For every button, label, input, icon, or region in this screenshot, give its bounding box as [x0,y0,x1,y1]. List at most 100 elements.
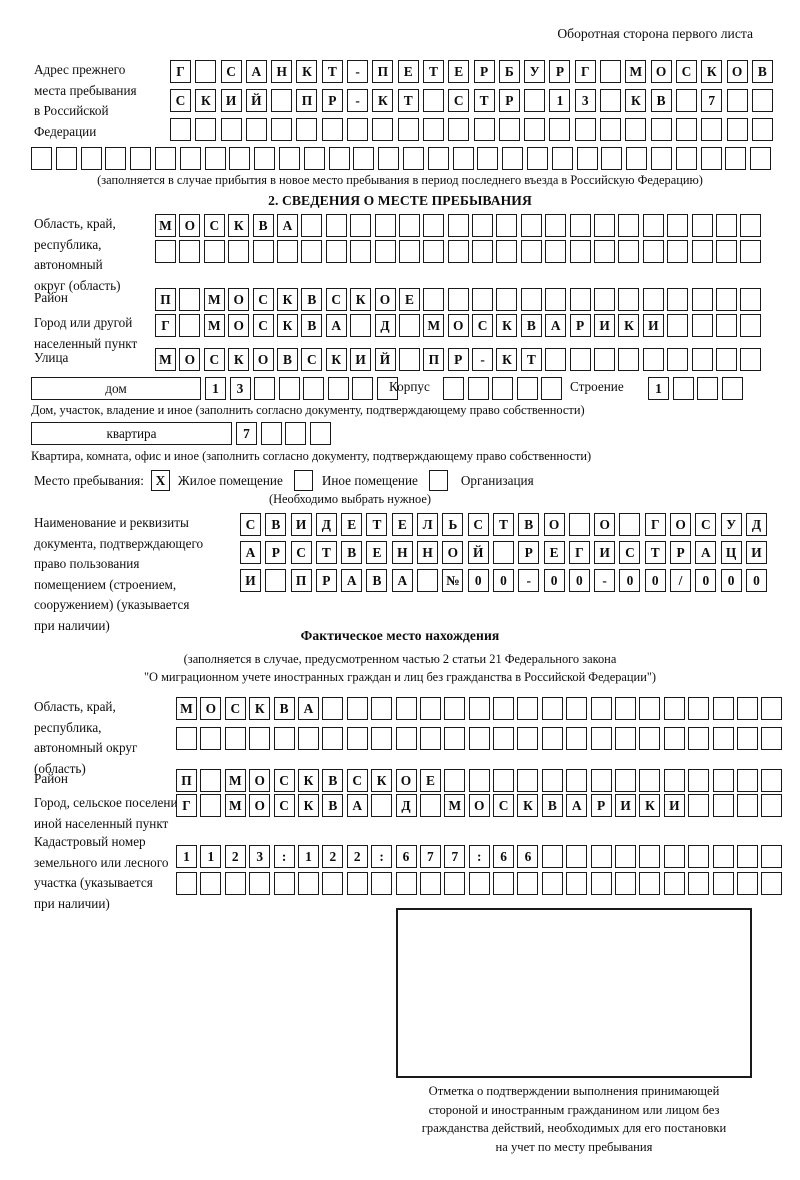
section2-region-r2-cell-5[interactable] [276,240,298,263]
prev-address-r2-cell-6[interactable]: Р [321,89,343,112]
document-r1-cell-7[interactable]: Л [417,513,439,536]
actual-city-cell-6[interactable]: В [322,794,344,817]
house-cell-3[interactable] [278,377,300,400]
prev-address-r2-cell-7[interactable]: - [347,89,369,112]
section2-street-cell-0[interactable]: М [155,348,176,371]
section2-district-cell-0[interactable]: П [155,288,176,311]
actual-region-r2-cell-22[interactable] [712,727,734,750]
prev-address-r2-cell-14[interactable] [524,89,546,112]
section2-region-r2-cell-10[interactable] [398,240,420,263]
section2-region-r2-cell-12[interactable] [447,240,469,263]
section2-street-cell-23[interactable] [715,348,737,371]
prev-address-r4-cell-11[interactable] [303,147,325,170]
cadastral-r2-cell-20[interactable] [663,872,685,895]
prev-address-r1-cell-0[interactable]: Г [170,60,191,83]
document-row-3[interactable]: И П Р А В А № 0 0-0 0-0 0/0 0 0 [240,569,771,592]
actual-district-cell-21[interactable] [688,769,710,792]
section2-region-r1-cell-10[interactable] [398,214,420,237]
actual-region-r1-cell-24[interactable] [761,697,783,720]
actual-district-cell-15[interactable] [541,769,563,792]
actual-district-cell-13[interactable] [493,769,515,792]
actual-region-r1-cell-0[interactable]: М [176,697,197,720]
section2-region-r1-cell-11[interactable] [423,214,445,237]
prev-address-r1-cell-15[interactable]: Р [549,60,571,83]
actual-region-r1-cell-7[interactable] [346,697,368,720]
prev-address-r3-cell-3[interactable] [245,118,267,141]
document-r3-cell-10[interactable]: 0 [492,569,514,592]
section2-city-cell-0[interactable]: Г [155,314,176,337]
document-r1-cell-17[interactable]: О [670,513,692,536]
actual-region-r1-cell-8[interactable] [371,697,393,720]
section2-street-cell-12[interactable]: Р [447,348,469,371]
cadastral-r2-cell-9[interactable] [395,872,417,895]
document-r2-cell-13[interactable]: Г [568,541,590,564]
section2-street-cell-24[interactable] [740,348,762,371]
prev-address-r1-cell-23[interactable]: В [751,60,773,83]
prev-address-r4-cell-22[interactable] [576,147,598,170]
cadastral-r1-cell-19[interactable] [639,845,661,868]
prev-address-r4-cell-13[interactable] [353,147,375,170]
cadastral-r2-cell-8[interactable] [371,872,393,895]
actual-region-r1-cell-11[interactable] [444,697,466,720]
house-cell-4[interactable] [303,377,324,400]
actual-city-cell-24[interactable] [761,794,783,817]
section2-region-r1-cell-24[interactable] [740,214,762,237]
document-r3-cell-7[interactable] [417,569,439,592]
flat-number-cells[interactable]: 7 [236,422,334,445]
prev-address-r4-cell-15[interactable] [402,147,424,170]
actual-city-cell-14[interactable]: К [517,794,539,817]
stamp-box[interactable] [396,908,752,1078]
prev-address-r4-cell-29[interactable] [750,147,772,170]
prev-address-r3-cell-4[interactable] [271,118,293,141]
section2-region-r1-cell-17[interactable] [569,214,591,237]
document-r1-cell-14[interactable]: О [594,513,616,536]
section2-street-cell-4[interactable]: О [252,348,274,371]
section2-region-r2-cell-4[interactable] [252,240,274,263]
section2-region-r1-cell-23[interactable] [715,214,737,237]
document-r2-cell-3[interactable]: Т [315,541,337,564]
section2-district-cell-13[interactable] [472,288,494,311]
actual-district-cell-17[interactable] [590,769,612,792]
cadastral-r2-cell-18[interactable] [615,872,637,895]
section2-city-cell-22[interactable] [691,314,713,337]
prev-address-r4-cell-6[interactable] [179,147,201,170]
section2-street-cell-9[interactable]: Й [374,348,396,371]
document-r3-cell-15[interactable]: 0 [619,569,641,592]
document-r2-cell-19[interactable]: Ц [720,541,742,564]
document-r3-cell-11[interactable]: - [518,569,540,592]
section2-district-cell-16[interactable] [545,288,567,311]
document-r2-cell-16[interactable]: Т [644,541,666,564]
document-r2-cell-4[interactable]: В [341,541,363,564]
actual-city-cell-18[interactable]: И [615,794,637,817]
checkbox-zhiloe[interactable]: X [150,470,170,491]
prev-address-r1-cell-2[interactable]: С [220,60,242,83]
section2-city-cell-15[interactable]: В [520,314,542,337]
document-r1-cell-12[interactable]: О [543,513,565,536]
house-cell-0[interactable]: 1 [205,377,226,400]
prev-address-r2-cell-2[interactable]: И [220,89,242,112]
actual-region-r2-cell-18[interactable] [615,727,637,750]
section2-city-cell-11[interactable]: М [423,314,445,337]
section2-region-r1-cell-12[interactable] [447,214,469,237]
section2-city-cell-4[interactable]: С [252,314,274,337]
cadastral-r1-cell-14[interactable]: 6 [517,845,539,868]
prev-address-r1-cell-13[interactable]: Б [498,60,520,83]
korpus-cells[interactable] [443,377,566,400]
prev-address-r1-cell-8[interactable]: П [372,60,394,83]
actual-region-r2-cell-23[interactable] [736,727,758,750]
cadastral-r1-cell-11[interactable]: 7 [444,845,466,868]
cadastral-r1-cell-1[interactable]: 1 [200,845,222,868]
cadastral-row-2[interactable] [176,872,786,895]
actual-city-cell-1[interactable] [200,794,222,817]
prev-address-r1-cell-4[interactable]: Н [271,60,293,83]
section2-district-cell-19[interactable] [618,288,640,311]
section2-city-cell-24[interactable] [740,314,762,337]
cadastral-r1-cell-21[interactable] [688,845,710,868]
actual-region-r1-cell-14[interactable] [517,697,539,720]
prev-address-r2-cell-3[interactable]: Й [245,89,267,112]
prev-address-r3-cell-17[interactable] [600,118,622,141]
section2-region-r1-cell-4[interactable]: В [252,214,274,237]
